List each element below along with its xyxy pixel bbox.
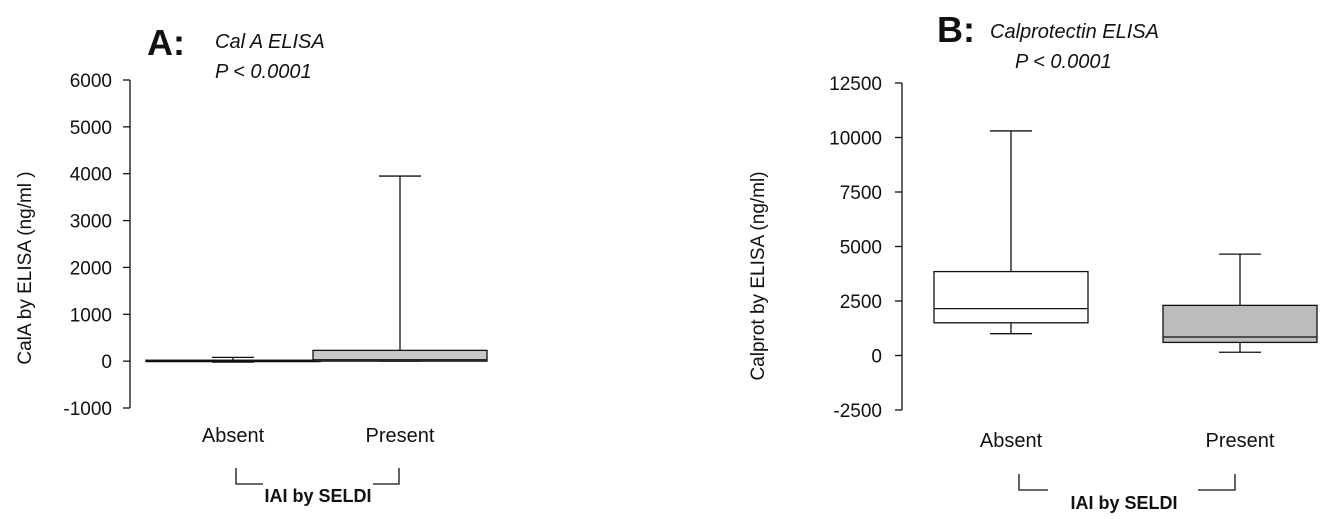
panel-a-y-tick-label: -1000 — [63, 399, 112, 420]
panel-a-plot: -1000 0 1000 2000 3000 4000 5000 6000 Absent Pres… — [63, 71, 488, 447]
panel-b-y-tick-label: 2500 — [840, 292, 882, 313]
panel-b-y-tick-label: 12500 — [829, 74, 882, 95]
panel-b-y-tick-label: 5000 — [840, 238, 882, 259]
panel-b-group-bracket — [1018, 474, 1236, 491]
panel-a-present-box — [312, 349, 488, 362]
panel-b-y-tick-label: 10000 — [829, 129, 882, 150]
panel-b: B: Calprotectin ELISA P < 0.0001 Calprot… — [748, 9, 1318, 513]
panel-a-x-group-label: IAI by SELDI — [264, 486, 371, 506]
panel-a-present-category-label: Present — [366, 425, 435, 447]
panel-b-plot: -2500 0 2500 5000 7500 10000 12500 Absent Presen… — [829, 74, 1318, 452]
panel-b-present-box — [1162, 304, 1318, 344]
panel-a-subtitle: P < 0.0001 — [215, 61, 312, 83]
panel-b-y-tick-label: 7500 — [840, 183, 882, 204]
panel-a-y-tick-label: 1000 — [70, 305, 112, 326]
panel-b-absent-box — [933, 270, 1089, 324]
panel-b-y-tick-label: -2500 — [833, 401, 882, 422]
panel-b-present-category-label: Present — [1206, 430, 1275, 452]
panel-a-title: Cal A ELISA — [215, 31, 325, 53]
panel-a-y-tick-label: 5000 — [70, 118, 112, 139]
panel-b-y-tick-label: 0 — [871, 347, 882, 368]
panel-a-y-tick-label: 3000 — [70, 212, 112, 233]
panel-a: A: Cal A ELISA P < 0.0001 CalA by ELISA … — [15, 22, 488, 506]
panel-b-title: Calprotectin ELISA — [990, 21, 1159, 43]
panel-a-y-tick-label: 4000 — [70, 165, 112, 186]
panel-a-y-axis-label: CalA by ELISA (ng/ml ) — [15, 171, 36, 364]
panel-b-x-group-label: IAI by SELDI — [1070, 493, 1177, 513]
panel-b-absent-category-label: Absent — [980, 430, 1043, 452]
panel-a-absent-category-label: Absent — [202, 425, 265, 447]
panel-b-y-axis-label: Calprot by ELISA (ng/ml) — [748, 171, 769, 380]
panel-b-letter: B: — [937, 9, 975, 50]
panel-a-group-bracket — [235, 468, 400, 485]
panel-b-subtitle: P < 0.0001 — [1015, 51, 1112, 73]
panel-a-letter: A: — [147, 22, 185, 63]
panel-a-y-tick-label: 2000 — [70, 258, 112, 279]
panel-a-y-tick-label: 6000 — [70, 71, 112, 92]
panel-a-y-tick-label: 0 — [101, 352, 112, 373]
